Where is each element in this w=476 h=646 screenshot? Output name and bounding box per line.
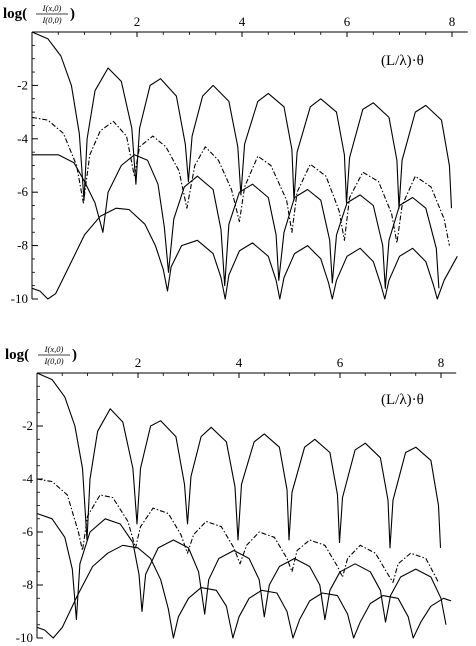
y-tick-label: -6: [17, 184, 28, 199]
y-tick-label: -2: [22, 418, 33, 433]
y-tick-label: -4: [17, 131, 28, 146]
x-tick-label: 8: [438, 355, 445, 370]
series-4-curve: [36, 544, 452, 639]
y-label-numerator: I(x,0): [42, 3, 62, 13]
chart-panel-1: 2 4 6 8 -2 -4 -6 -8 -10 log( I(x,0) I(0,0)) (L/λ)·θ: [3, 3, 468, 306]
y-tick-label: -4: [22, 471, 33, 486]
series-1-curve: [36, 372, 442, 549]
series-2-curve: [36, 478, 439, 583]
y-axis-label: log( I(x,0) I(0,0)): [5, 344, 77, 366]
y-tick-label: -8: [17, 238, 28, 253]
y-tick-label: -8: [22, 577, 33, 592]
y-tick-label: -6: [22, 524, 33, 539]
y-label-numerator: I(x,0): [44, 344, 64, 354]
series-3-curve: [36, 512, 447, 625]
x-tick-label: 6: [344, 14, 351, 29]
x-tick-label: 2: [135, 355, 142, 370]
series-1-curve: [31, 31, 453, 209]
y-label-suffix: ): [70, 6, 75, 22]
y-label-denominator: I(0,0): [41, 15, 61, 25]
series-2-curve: [31, 116, 450, 246]
y-label-prefix: log(: [5, 347, 29, 363]
x-tick-label: 8: [449, 14, 456, 29]
y-label-suffix: ): [72, 347, 77, 363]
y-label-denominator: I(0,0): [43, 356, 63, 366]
series-3-curve: [32, 154, 440, 289]
y-axis-label: log( I(x,0) I(0,0)): [3, 3, 75, 25]
series-4-curve: [31, 207, 458, 300]
y-tick-label: -10: [16, 630, 33, 645]
y-tick-label: -2: [17, 77, 28, 92]
x-axis-label: (L/λ)·θ: [381, 392, 424, 408]
x-tick-label: 2: [134, 14, 141, 29]
x-tick-label: 4: [236, 355, 243, 370]
y-label-prefix: log(: [3, 6, 27, 22]
x-tick-label: 6: [337, 355, 344, 370]
x-tick-label: 4: [239, 14, 246, 29]
x-axis-label: (L/λ)·θ: [381, 53, 424, 69]
chart-panel-2: 2 4 6 8 -2 -4 -6 -8 -10 log( I(x,0) I(0,0)) (L/λ)·θ: [5, 344, 457, 645]
y-tick-label: -10: [11, 291, 28, 306]
